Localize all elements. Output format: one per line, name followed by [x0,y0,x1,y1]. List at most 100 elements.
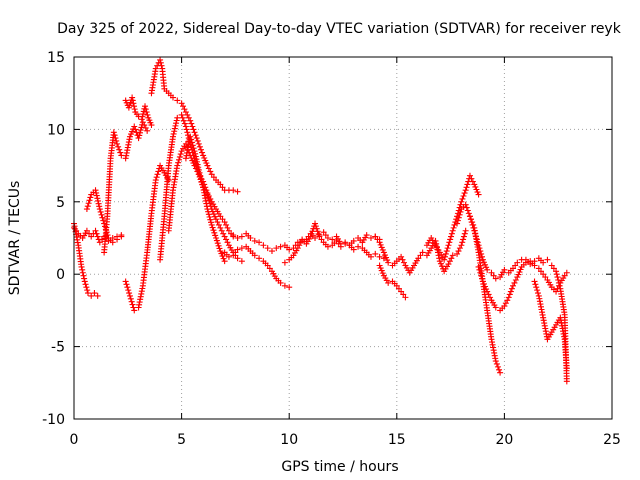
data-point-interp [142,106,149,113]
series-track-7 [148,56,241,195]
data-point [213,235,220,241]
data-point [174,97,181,104]
y-axis-label: SDTVAR / TECUs [7,181,23,296]
data-point-interp [464,207,471,214]
data-point [466,213,473,220]
data-point [169,133,176,140]
data-point-interp [86,197,93,204]
data-point-interp [207,216,214,223]
data-point-interp [534,287,541,294]
data-point-interp [188,139,195,146]
data-point [355,243,362,250]
data-point [139,119,146,126]
data-point-interp [184,129,191,136]
data-point-interp [175,159,182,166]
x-tick-label: 20 [495,432,513,448]
data-point-interp [468,175,475,182]
series-track-13 [281,220,387,266]
data-point-interp [140,111,147,118]
data-point-interp [181,120,188,127]
data-point-interp [180,117,187,124]
series-track-10 [182,133,228,265]
data-point [114,236,121,243]
data-point-interp [463,184,470,191]
data-point-interp [128,298,135,305]
data-point [531,262,538,269]
data-point-interp [93,189,100,196]
data-point [402,294,409,301]
series-track-14 [372,227,469,276]
data-point [178,111,185,118]
y-tick-label: 15 [47,50,65,66]
data-point-interp [211,229,218,236]
data-point-interp [554,274,561,281]
data-point-interp [223,221,230,228]
data-point-interp [94,195,101,202]
data-point [372,250,379,257]
data-point-interp [210,227,217,234]
x-tick-label: 5 [177,432,186,448]
data-point-interp [185,114,192,121]
data-point [449,227,456,234]
data-point-interp [448,255,455,262]
data-point-interp [79,266,86,273]
data-point-interp [460,193,467,200]
data-point [475,191,482,198]
data-point-interp [460,236,467,243]
data-point [398,253,405,260]
data-point [129,94,136,101]
data-point-interp [130,100,137,107]
data-point-interp [155,168,162,175]
data-point-interp [457,208,464,215]
data-point-interp [117,149,124,156]
data-point-interp [123,281,130,288]
data-point [92,187,99,194]
data-point [247,235,254,241]
data-point [268,248,275,255]
data-point [385,259,392,266]
data-point [277,243,284,250]
data-point [367,253,374,260]
data-point-interp [400,259,407,266]
data-point [553,268,560,275]
series-track-1 [71,224,125,246]
series-track-17 [454,201,551,282]
data-point-interp [207,168,214,175]
data-point-interp [216,245,223,252]
series-track-19 [475,258,570,314]
data-point [251,237,258,244]
data-point-interp [308,230,315,237]
data-point [462,227,469,234]
data-point-interp [315,230,322,237]
data-point-interp [158,62,165,69]
data-point-interp [81,275,88,282]
data-point-interp [470,221,477,228]
data-point-interp [94,197,101,204]
data-point-interp [508,285,515,292]
data-point-interp [95,200,102,207]
data-point [238,233,245,240]
data-point-interp [194,137,201,144]
data-point [221,233,228,240]
data-point-interp [180,103,187,110]
data-point [195,140,202,147]
data-point [312,235,319,241]
data-point [88,292,95,299]
data-point [492,358,499,365]
data-point-interp [192,153,199,160]
data-point-interp [455,248,462,255]
data-point [182,123,189,130]
data-point [234,255,241,262]
data-point-interp [113,137,120,144]
data-point-interp [100,217,107,224]
data-point-interp [215,221,222,228]
data-point [256,255,263,262]
data-point-interp [555,279,562,286]
data-point [419,249,426,256]
data-point-interp [478,272,485,279]
data-point-interp [477,269,484,276]
data-point-interp [124,284,131,291]
series-track-18 [466,213,504,376]
data-point-interp [136,129,143,136]
